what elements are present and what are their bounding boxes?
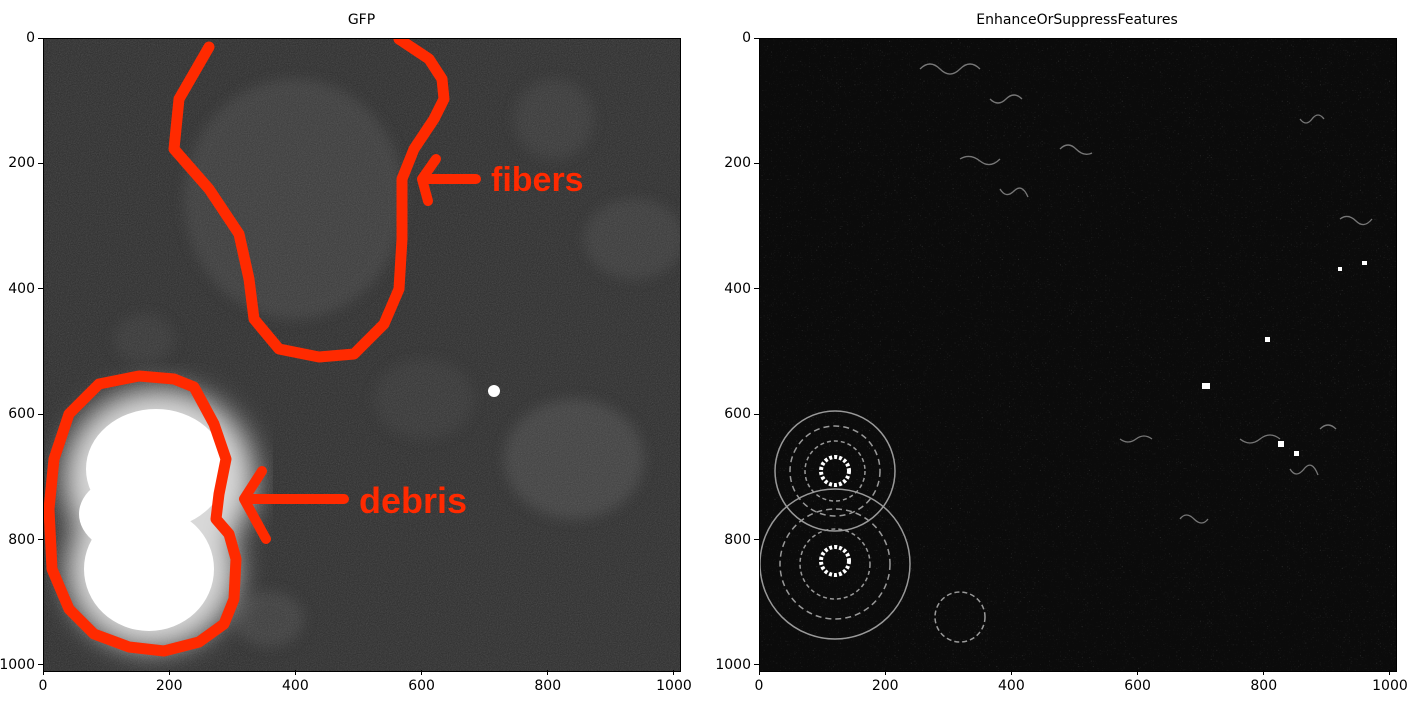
gfp-y-tick [38,539,43,541]
gfp-y-tick-label: 400 [8,280,35,297]
enhance-x-tick [1389,670,1391,675]
enhance-x-tick-label: 0 [754,678,764,694]
gfp-y-tick-label: 200 [8,155,35,172]
enhance-y-tick [754,413,759,415]
gfp-y-tick [38,37,43,39]
gfp-x-tick [294,670,296,675]
enhance-y-tick-label: 800 [724,531,751,548]
gfp-y-tick [38,162,43,164]
gfp-y-tick [38,664,43,666]
enhance-x-tick [758,670,760,675]
enhance-x-tick [1137,670,1139,675]
gfp-x-tick-label: 400 [282,678,309,694]
gfp-y-tick-label: 800 [8,531,35,548]
enhance-y-tick [754,539,759,541]
gfp-x-tick-label: 800 [534,678,562,694]
gfp-image-canvas: fibers debris [44,39,680,671]
enhance-x-tick [1010,670,1012,675]
enhance-x-tick-label: 1000 [1372,678,1408,694]
enhance-y-tick [754,162,759,164]
enhance-y-tick-label: 1000 [715,656,751,673]
gfp-x-tick [168,670,170,675]
enhance-y-tick [754,664,759,666]
debris-label: debris [359,480,467,521]
enhance-x-tick-label: 600 [1124,678,1151,694]
gfp-y-tick [38,288,43,290]
enhance-x-tick-label: 400 [998,678,1025,694]
gfp-x-tick-label: 600 [408,678,435,694]
gfp-x-tick [673,670,675,675]
enhance-y-tick-label: 400 [724,280,751,297]
enhance-y-tick-label: 0 [742,30,751,46]
gfp-y-tick-label: 1000 [0,656,35,673]
enhance-image-canvas [760,39,1396,671]
enhance-y-tick [754,288,759,290]
gfp-image: fibers debris [43,38,681,672]
enhance-x-tick [884,670,886,675]
enhance-x-tick-label: 800 [1250,678,1278,694]
gfp-x-tick [42,670,44,675]
gfp-title: GFP [347,12,376,28]
enhance-y-tick-label: 200 [724,155,751,172]
enhance-x-tick [1263,670,1265,675]
enhance-x-tick-label: 200 [871,678,899,694]
gfp-x-tick-label: 0 [38,678,48,694]
gfp-x-tick-label: 200 [155,678,183,694]
enhance-y-tick [754,37,759,39]
gfp-y-tick [38,413,43,415]
enhance-y-tick-label: 600 [724,406,751,423]
gfp-y-tick-label: 0 [26,30,35,46]
fibers-label: fibers [491,161,584,199]
gfp-x-tick [547,670,549,675]
enhance-image [759,38,1397,672]
gfp-y-tick-label: 600 [8,406,35,423]
enhance-title: EnhanceOrSuppressFeatures [976,12,1178,28]
gfp-x-tick [421,670,423,675]
gfp-x-tick-label: 1000 [656,678,692,694]
